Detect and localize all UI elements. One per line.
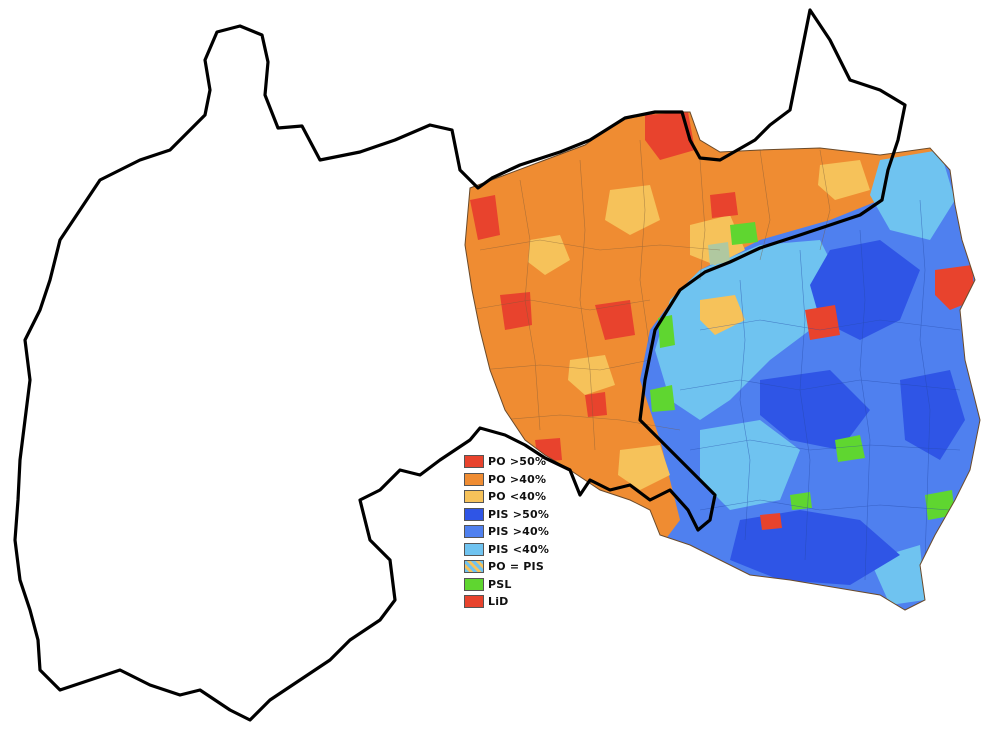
region-po-weak-6 <box>618 445 670 490</box>
region-po-weak-3 <box>528 235 570 275</box>
region-psl-1 <box>730 222 758 245</box>
region-po-eq-pis <box>708 242 730 265</box>
region-pis-strong-2 <box>760 370 870 450</box>
region-po-strong-warsaw <box>805 305 840 340</box>
region-po-strong-wroclaw-area <box>585 392 607 417</box>
region-pis-strong-1 <box>810 240 920 340</box>
legend-label: PO >50% <box>488 455 547 469</box>
legend-item: PSL <box>464 576 564 594</box>
legend-swatch <box>464 525 484 539</box>
legend-label: PO >40% <box>488 472 547 486</box>
legend-item: LiD <box>464 593 564 611</box>
legend-item: PO >50% <box>464 453 564 471</box>
poland-regions <box>465 112 980 610</box>
legend-label: PIS >40% <box>488 525 550 539</box>
legend-item: PO <40% <box>464 488 564 506</box>
legend-item: PIS <40% <box>464 541 564 559</box>
district-lines-east <box>679 199 961 581</box>
legend-swatch <box>464 595 484 609</box>
legend-swatch <box>464 507 484 521</box>
region-psl-6 <box>790 492 812 510</box>
legend-label: PIS >50% <box>488 507 550 521</box>
region-pis-weak-south <box>700 420 800 510</box>
region-po-strong-krakow <box>760 513 782 530</box>
region-po-strong-poznan <box>595 300 635 340</box>
district-lines <box>469 139 831 451</box>
region-po-strong-gdansk <box>645 112 695 160</box>
legend-swatch <box>464 472 484 486</box>
region-pis-weak-center <box>655 240 840 420</box>
legend-item: PO >40% <box>464 471 564 489</box>
legend-label: PSL <box>488 577 512 591</box>
region-psl-3 <box>650 385 675 412</box>
legend-swatch <box>464 542 484 556</box>
region-po-weak-5 <box>700 295 745 335</box>
legend-swatch <box>464 490 484 504</box>
region-po-strong-west <box>500 292 532 330</box>
legend-label: PO = PIS <box>488 560 544 574</box>
overlay-outline <box>13 8 907 722</box>
region-po-strong-north <box>710 192 738 218</box>
region-psl-2 <box>658 315 675 348</box>
region-lid-northeast <box>935 265 975 310</box>
legend-item: PIS >50% <box>464 506 564 524</box>
region-pis-strong-4 <box>900 370 965 460</box>
legend-label: PO <40% <box>488 490 547 504</box>
legend-swatch <box>464 577 484 591</box>
region-po-strong-szczecin <box>470 195 500 240</box>
region-po-weak-4 <box>568 355 615 395</box>
legend-label: PIS <40% <box>488 542 550 556</box>
region-psl-5 <box>925 490 955 520</box>
region-pis-weak-northeast <box>870 150 955 240</box>
legend-swatch <box>464 455 484 469</box>
legend-item: PIS >40% <box>464 523 564 541</box>
region-po-weak-1 <box>605 185 660 235</box>
map-legend: PO >50% PO >40% PO <40% PIS >50% PIS >40% PIS… <box>464 453 564 611</box>
region-psl-4 <box>835 435 865 462</box>
legend-label: LiD <box>488 595 509 609</box>
legend-item: PO = PIS <box>464 558 564 576</box>
region-po-weak-7 <box>818 160 870 200</box>
legend-swatch <box>464 560 484 574</box>
